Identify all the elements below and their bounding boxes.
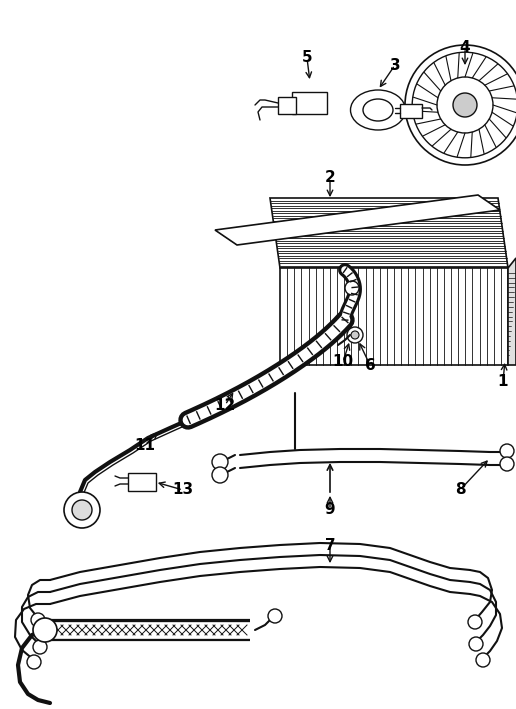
Text: 12: 12 xyxy=(214,398,236,413)
Circle shape xyxy=(453,93,477,117)
Circle shape xyxy=(476,653,490,667)
Bar xyxy=(292,92,327,114)
Circle shape xyxy=(33,618,57,642)
Circle shape xyxy=(469,637,483,651)
Bar xyxy=(278,97,296,114)
Text: 7: 7 xyxy=(325,537,335,552)
Text: 4: 4 xyxy=(460,40,470,55)
Circle shape xyxy=(72,500,92,520)
Circle shape xyxy=(212,454,228,470)
Text: 1: 1 xyxy=(498,374,508,389)
Text: 6: 6 xyxy=(365,357,375,372)
Text: 8: 8 xyxy=(455,483,465,498)
Circle shape xyxy=(468,615,482,629)
Circle shape xyxy=(500,444,514,458)
Bar xyxy=(400,104,422,118)
Text: 2: 2 xyxy=(325,170,335,186)
Circle shape xyxy=(33,640,47,654)
Polygon shape xyxy=(270,198,508,268)
Circle shape xyxy=(437,77,493,133)
Circle shape xyxy=(347,327,363,343)
Text: 5: 5 xyxy=(302,50,312,65)
Circle shape xyxy=(212,467,228,483)
Text: 10: 10 xyxy=(332,354,353,369)
Circle shape xyxy=(412,52,516,158)
Text: 13: 13 xyxy=(172,483,194,498)
Ellipse shape xyxy=(363,99,393,121)
Polygon shape xyxy=(280,268,508,365)
Bar xyxy=(128,473,156,491)
Text: 3: 3 xyxy=(390,57,400,72)
Circle shape xyxy=(64,492,100,528)
Ellipse shape xyxy=(350,90,406,130)
Circle shape xyxy=(268,609,282,623)
Polygon shape xyxy=(215,195,500,245)
Circle shape xyxy=(351,331,359,339)
Polygon shape xyxy=(508,258,516,365)
Circle shape xyxy=(500,457,514,471)
Circle shape xyxy=(31,613,45,627)
Circle shape xyxy=(27,655,41,669)
Text: 9: 9 xyxy=(325,503,335,518)
Circle shape xyxy=(345,281,359,295)
Circle shape xyxy=(405,45,516,165)
Text: 11: 11 xyxy=(135,437,155,452)
